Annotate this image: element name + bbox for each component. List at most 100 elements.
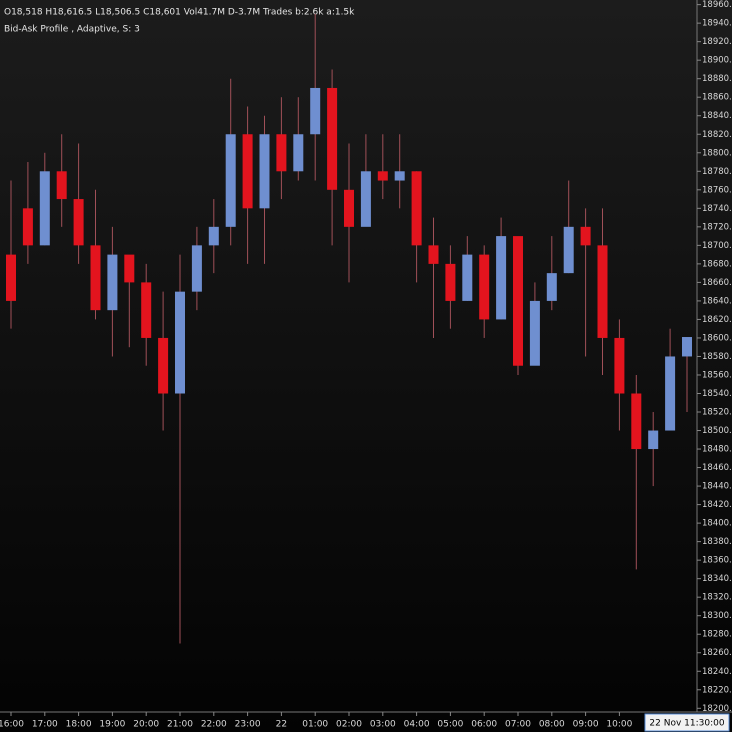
body <box>377 171 388 181</box>
body <box>90 245 101 311</box>
y-tick-label: 18200.0 <box>702 704 732 714</box>
body <box>445 263 456 301</box>
body <box>73 199 84 246</box>
body <box>158 337 169 394</box>
y-tick-label: 18680.0 <box>702 259 732 269</box>
y-tick-label: 18880.0 <box>702 74 732 84</box>
y-tick-label: 18480.0 <box>702 445 732 455</box>
y-tick-label: 18600.0 <box>702 333 732 343</box>
x-tick-label: 21:00 <box>167 720 193 730</box>
y-tick-label: 18300.0 <box>702 611 732 621</box>
y-tick-label: 18940.0 <box>702 19 732 29</box>
y-tick-label: 18820.0 <box>702 130 732 140</box>
y-tick-label: 18900.0 <box>702 56 732 66</box>
body <box>191 245 202 292</box>
y-tick-label: 18420.0 <box>702 500 732 510</box>
body <box>39 171 50 246</box>
y-tick-label: 18380.0 <box>702 537 732 547</box>
indicator-label: Bid-Ask Profile , Adaptive, S: 3 <box>4 25 140 35</box>
crosshair-time-box <box>644 713 730 732</box>
y-tick-label: 18520.0 <box>702 408 732 418</box>
body <box>242 134 253 209</box>
y-tick-label: 18360.0 <box>702 556 732 566</box>
body <box>259 134 270 209</box>
body <box>56 171 67 200</box>
body <box>529 300 540 366</box>
body <box>208 226 219 246</box>
y-tick-label: 18320.0 <box>702 593 732 603</box>
body <box>276 134 287 172</box>
x-tick-label: 02:00 <box>336 720 362 730</box>
x-tick-label: 19:00 <box>99 720 125 730</box>
y-tick-label: 18560.0 <box>702 370 732 380</box>
body <box>631 393 642 450</box>
y-tick-label: 18460.0 <box>702 463 732 473</box>
body <box>563 226 574 274</box>
x-tick-label: 06:00 <box>471 720 497 730</box>
x-tick-label: 04:00 <box>404 720 430 730</box>
body <box>597 245 608 338</box>
y-tick-label: 18280.0 <box>702 630 732 640</box>
y-tick-label: 18400.0 <box>702 519 732 529</box>
body <box>479 254 490 320</box>
y-tick-label: 18220.0 <box>702 685 732 695</box>
body <box>546 273 557 301</box>
x-tick-label: 22 <box>276 720 287 730</box>
x-tick-label: 01:00 <box>302 720 328 730</box>
x-tick-label: 16:00 <box>0 720 24 730</box>
body <box>225 134 236 227</box>
body <box>682 337 692 357</box>
y-tick-label: 18760.0 <box>702 185 732 195</box>
body <box>496 236 507 320</box>
x-tick-label: 18:00 <box>66 720 92 730</box>
body <box>293 134 304 172</box>
x-tick-label: 07:00 <box>505 720 531 730</box>
body <box>462 254 473 301</box>
y-tick-label: 18740.0 <box>702 204 732 214</box>
body <box>513 236 523 366</box>
y-tick-label: 18720.0 <box>702 222 732 232</box>
body <box>124 254 135 283</box>
body <box>665 356 676 431</box>
y-tick-label: 18620.0 <box>702 315 732 325</box>
y-tick-label: 18580.0 <box>702 352 732 362</box>
x-tick-label: 20:00 <box>133 720 159 730</box>
y-tick-label: 18840.0 <box>702 111 732 121</box>
x-tick-label: 10:00 <box>606 720 632 730</box>
y-tick-label: 18500.0 <box>702 426 732 436</box>
x-tick-label: 09:00 <box>573 720 599 730</box>
body <box>22 208 33 246</box>
body <box>411 171 422 246</box>
body <box>310 87 321 135</box>
x-tick-label: 23:00 <box>235 720 261 730</box>
body <box>360 171 371 227</box>
x-tick-label: 17:00 <box>32 720 58 730</box>
y-tick-label: 18660.0 <box>702 278 732 288</box>
x-tick-label: 08:00 <box>539 720 565 730</box>
x-tick-label: 05:00 <box>437 720 463 730</box>
body <box>394 171 405 181</box>
y-tick-label: 18780.0 <box>702 167 732 177</box>
y-tick-label: 18240.0 <box>702 667 732 677</box>
y-tick-label: 18700.0 <box>702 241 732 251</box>
y-tick-label: 18960.0 <box>702 0 732 10</box>
y-tick-label: 18920.0 <box>702 37 732 47</box>
y-tick-label: 18800.0 <box>702 148 732 158</box>
body <box>175 291 185 394</box>
body <box>107 254 118 311</box>
y-tick-label: 18540.0 <box>702 389 732 399</box>
y-tick-label: 18260.0 <box>702 648 732 658</box>
body <box>648 430 659 450</box>
body <box>580 226 591 246</box>
y-tick-label: 18440.0 <box>702 482 732 492</box>
body <box>344 189 354 227</box>
x-tick-label: 22:00 <box>201 720 227 730</box>
body <box>428 245 439 264</box>
body <box>141 282 152 338</box>
y-tick-label: 18860.0 <box>702 93 732 103</box>
body <box>327 87 338 190</box>
ohlc-legend: O18,518 H18,616.5 L18,506.5 C18,601 Vol4… <box>4 8 355 18</box>
y-tick-label: 18640.0 <box>702 296 732 306</box>
